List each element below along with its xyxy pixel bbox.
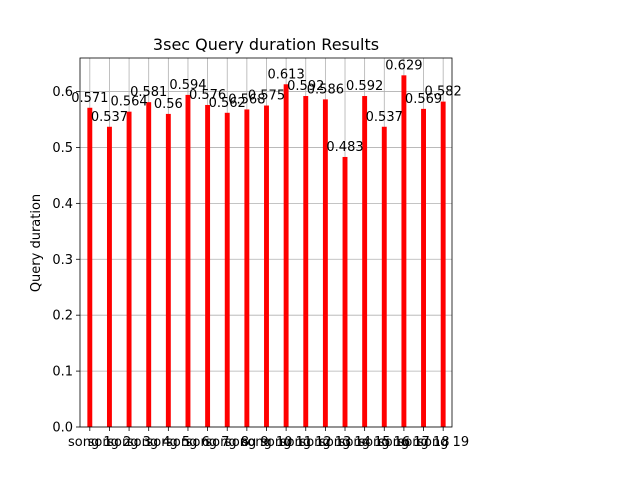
data-label: 0.613 [268, 67, 305, 82]
data-label: 0.56 [154, 97, 183, 112]
bar [362, 96, 368, 427]
data-label: 0.575 [248, 89, 285, 104]
x-tick-label: song 15 [339, 435, 391, 450]
x-tick-label: song 12 [280, 435, 332, 450]
bar [224, 112, 230, 428]
bar [87, 107, 93, 427]
bar [244, 109, 250, 427]
x-tick-label: song 2 [88, 435, 132, 450]
x-tick-label: song 17 [378, 435, 430, 450]
data-label: 0.569 [405, 92, 442, 107]
x-tick-label: song 6 [166, 435, 210, 450]
bar [106, 126, 112, 427]
x-tick-label: song 1 [68, 435, 112, 450]
data-label: 0.594 [169, 78, 206, 93]
x-tick-label: song 14 [319, 435, 371, 450]
data-label: 0.568 [228, 92, 265, 107]
data-label: 0.571 [71, 91, 108, 106]
bar [205, 104, 211, 428]
bar [146, 102, 152, 427]
axes [79, 57, 453, 428]
y-tick-label: 0.1 [52, 365, 73, 380]
bar [185, 94, 191, 428]
x-tick-label: song 11 [260, 435, 312, 450]
bar [264, 105, 269, 427]
bar [303, 96, 309, 427]
x-tick-label: song 16 [358, 435, 410, 450]
data-label: 0.483 [326, 140, 363, 155]
bars [87, 75, 446, 428]
x-tick-label: song 7 [186, 435, 230, 450]
data-label: 0.562 [209, 96, 246, 111]
y-tick-label: 0.0 [52, 421, 73, 436]
bar [381, 126, 387, 427]
data-labels: 0.5710.5370.5640.5810.560.5940.5760.5620… [71, 58, 462, 155]
bar [126, 111, 132, 427]
data-label: 0.576 [189, 88, 226, 103]
y-tick-label: 0.5 [52, 141, 73, 156]
y-ticks: 0.0 0.1 0.2 0.3 0.4 0.5 0.6 [52, 85, 80, 436]
x-tick-label: song 3 [107, 435, 151, 450]
x-tick-label: song 19 [417, 435, 469, 450]
bar [401, 75, 407, 427]
data-label: 0.586 [307, 82, 344, 97]
chart-title: 3sec Query duration Results [153, 35, 379, 54]
bar [322, 99, 328, 427]
bar [283, 84, 289, 427]
y-tick-label: 0.3 [52, 253, 73, 268]
data-label: 0.581 [130, 85, 167, 100]
plot-frame [79, 57, 453, 428]
y-tick-label: 0.6 [52, 85, 73, 100]
x-tick-label: song 5 [147, 435, 191, 450]
data-label: 0.564 [110, 95, 147, 110]
x-tick-label: song 8 [205, 435, 249, 450]
x-tick-label: song 13 [299, 435, 351, 450]
x-tick-label: song 10 [241, 435, 293, 450]
data-label: 0.582 [425, 85, 462, 100]
bar [342, 156, 348, 427]
data-label: 0.629 [385, 58, 422, 73]
bar [421, 108, 426, 428]
data-label: 0.592 [287, 79, 324, 94]
x-tick-label: song 4 [127, 435, 171, 450]
bar [440, 101, 446, 427]
data-label: 0.537 [366, 110, 403, 125]
x-tick-label: song 18 [398, 435, 450, 450]
bar [165, 113, 171, 427]
x-tick-label: song 9 [225, 435, 269, 450]
y-tick-label: 0.2 [52, 309, 73, 324]
y-axis-label: Query duration [29, 194, 44, 292]
data-label: 0.537 [91, 110, 128, 125]
data-label: 0.592 [346, 79, 383, 94]
y-tick-label: 0.4 [52, 197, 73, 212]
